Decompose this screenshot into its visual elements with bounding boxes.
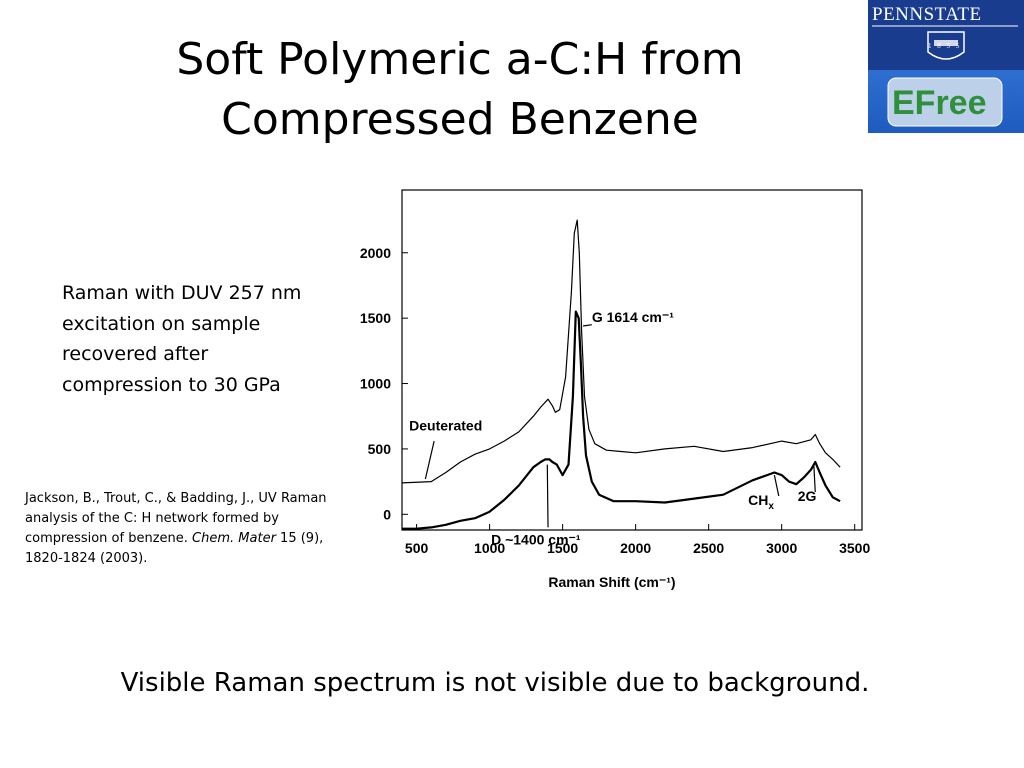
- annotation-label: G 1614 cm⁻¹: [592, 309, 674, 325]
- footer-note: Visible Raman spectrum is not visible du…: [120, 668, 870, 698]
- x-tick-label: 1000: [474, 540, 505, 556]
- shield-icon: [872, 25, 1018, 60]
- annotation-label: Deuterated: [409, 418, 482, 434]
- efree-icon: EFree: [887, 77, 1003, 127]
- title-line-2: Compressed Benzene: [221, 94, 699, 145]
- citation-details: 15 (9), 1820-1824 (2003).: [25, 531, 324, 566]
- slide-title: Soft Polymeric a-C:H from Compressed Ben…: [130, 30, 790, 150]
- x-tick-label: 1500: [547, 540, 578, 556]
- annotation-arrow: [424, 440, 435, 480]
- citation-journal: Chem. Mater: [192, 531, 276, 546]
- y-tick-label: 500: [368, 441, 392, 457]
- annotation-arrow: [813, 464, 816, 493]
- series-line-1: [401, 219, 841, 484]
- annotation-label: CHx: [748, 492, 774, 512]
- annotation-label: 2G: [798, 488, 817, 504]
- citation: Jackson, B., Trout, C., & Badding, J., U…: [25, 489, 350, 569]
- series-line-2: [402, 310, 841, 530]
- x-tick-label: 2000: [620, 540, 651, 556]
- caption-line-1: Raman with DUV 257 nm: [62, 282, 302, 304]
- caption-line-4: compression to 30 GPa: [62, 373, 281, 396]
- pennstate-year: 1 8 5 5: [928, 42, 962, 50]
- annotation-arrow: [582, 324, 592, 327]
- raman-spectrum-plot: 500 1000 1500 2000 2500 3000 3500 0 500 1000 1500 2…: [360, 189, 870, 590]
- caption-line-2: excitation on sample: [62, 312, 261, 335]
- x-tick-label: 500: [405, 540, 429, 556]
- annotation-arrow: [773, 474, 780, 497]
- figure-caption: Raman with DUV 257 nm excitation on samp…: [62, 278, 342, 400]
- x-axis-label: Raman Shift (cm⁻¹): [548, 574, 675, 590]
- y-tick-label: 0: [383, 506, 391, 522]
- logo-panel: PENNSTATE 1 8 5 5 EFree: [868, 0, 1024, 133]
- y-tick-label: 2000: [360, 245, 391, 261]
- pennstate-wordmark: PENNSTATE: [872, 4, 982, 25]
- y-tick-label: 1000: [360, 376, 391, 392]
- y-tick-label: 1500: [360, 310, 391, 326]
- title-line-1: Soft Polymeric a-C:H from: [176, 34, 744, 85]
- x-tick-label: 3500: [839, 540, 870, 556]
- plot-frame: [401, 189, 863, 531]
- raman-chart: 500 1000 1500 2000 2500 3000 3500 0 500 1000 1500 2…: [345, 182, 875, 602]
- pennstate-logo: PENNSTATE 1 8 5 5: [868, 0, 1024, 70]
- caption-line-3: recovered after: [62, 343, 209, 365]
- x-tick-label: 3000: [766, 540, 797, 556]
- efree-wordmark: EFree: [892, 84, 987, 122]
- efree-logo: EFree: [868, 70, 1024, 133]
- annotation-arrow: [546, 464, 549, 528]
- citation-authors: Jackson, B., Trout, C., & Badding, J., U…: [25, 491, 327, 546]
- annotation-label: D ~1400 cm⁻¹: [491, 531, 581, 547]
- x-tick-label: 2500: [693, 540, 724, 556]
